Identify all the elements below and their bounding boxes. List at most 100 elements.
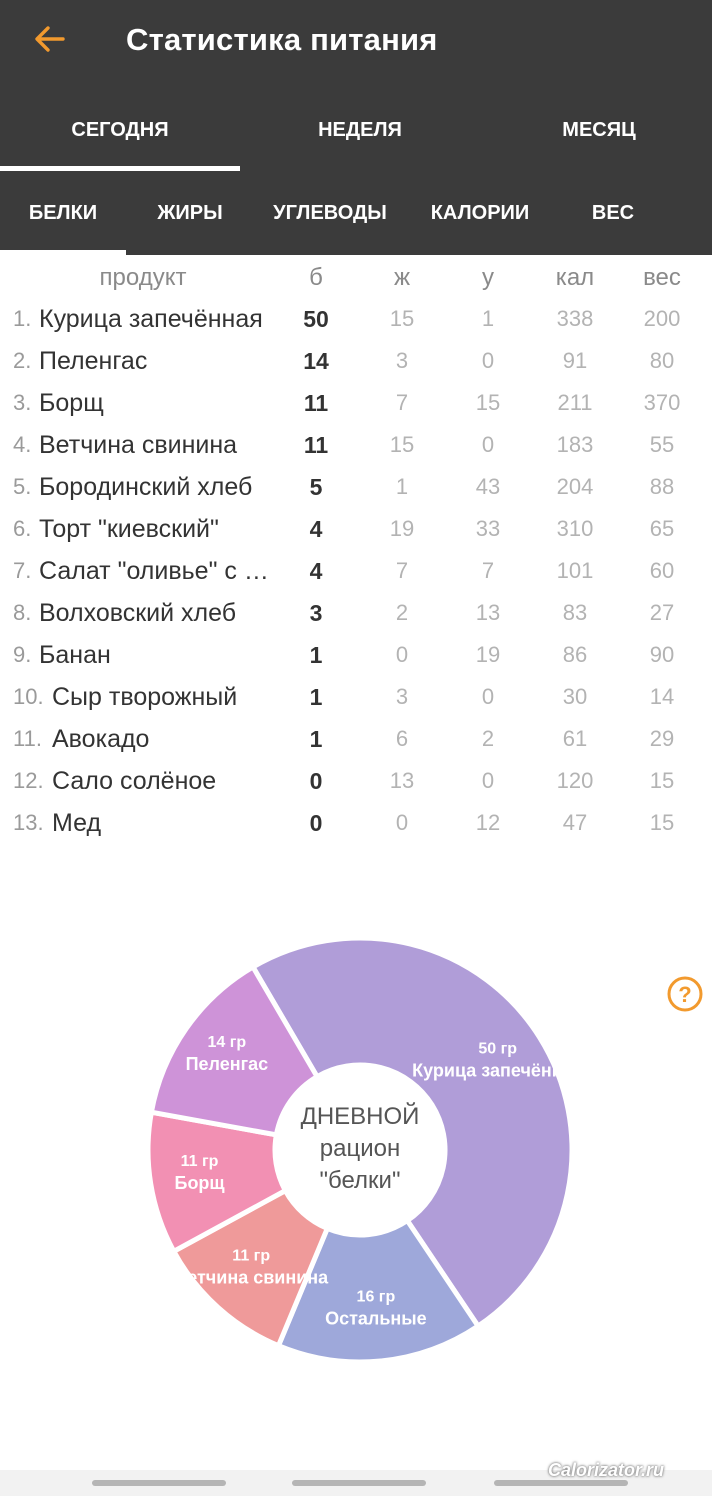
row-index: 9. (13, 642, 32, 667)
nutrient-tabs: БЕЛКИ ЖИРЫ УГЛЕВОДЫ КАЛОРИИ ВЕС (0, 172, 712, 255)
cell-weight: 80 (649, 348, 675, 373)
table-row[interactable]: 9. Банан 1 0 19 86 90 (0, 634, 712, 676)
row-index: 5. (13, 474, 32, 499)
cell-protein: 14 (303, 348, 329, 374)
cell-carbs: 0 (481, 684, 495, 709)
tab-calories[interactable]: КАЛОРИИ (430, 202, 530, 224)
cell-carbs: 33 (475, 516, 501, 541)
slice-name-label: Пеленгас (186, 1054, 269, 1074)
help-button[interactable]: ? (666, 975, 704, 1013)
system-nav-bar (0, 1470, 712, 1496)
cell-carbs: 12 (475, 810, 501, 835)
cell-carbs: 0 (481, 348, 495, 373)
product-name: Пеленгас (39, 347, 148, 375)
product-name: Салат "оливье" с колбасой (39, 557, 274, 585)
slice-value-label: 11 гр (232, 1248, 270, 1265)
column-header-product: продукт (99, 264, 187, 291)
cell-weight: 55 (649, 432, 675, 457)
cell-weight: 90 (649, 642, 675, 667)
app-header: Статистика питания СЕГОДНЯ НЕДЕЛЯ МЕСЯЦ … (0, 0, 712, 255)
cell-fat: 6 (395, 726, 409, 751)
period-tab-indicator (0, 166, 240, 171)
cell-carbs: 0 (481, 768, 495, 793)
pie-slice[interactable] (275, 1217, 482, 1365)
nav-handle-left[interactable] (92, 1480, 226, 1486)
table-row[interactable]: 13. Мед 0 0 12 47 15 (0, 802, 712, 844)
tab-today[interactable]: СЕГОДНЯ (71, 119, 169, 141)
cell-calories: 101 (556, 558, 594, 583)
product-name: Бородинский хлеб (39, 473, 253, 501)
slice-value-label: 50 гр (478, 1041, 517, 1058)
back-button[interactable] (24, 16, 74, 62)
cell-calories: 310 (556, 516, 594, 541)
cell-weight: 15 (649, 810, 675, 835)
cell-calories: 47 (562, 810, 588, 835)
column-header-weight: вес (643, 264, 681, 291)
row-index: 7. (13, 558, 32, 583)
cell-carbs: 7 (481, 558, 495, 583)
cell-protein: 3 (309, 600, 323, 626)
table-row[interactable]: 1. Курица запечённая 50 15 1 338 200 (0, 298, 712, 340)
product-name: Курица запечённая (39, 305, 263, 333)
protein-donut-chart: 50 гр Курица запечённая 16 гр Остальные 11 г… (145, 935, 580, 1365)
cell-fat: 13 (389, 768, 415, 793)
cell-calories: 30 (562, 684, 588, 709)
slice-name-label: Ветчина свинина (174, 1268, 329, 1288)
cell-fat: 0 (395, 810, 409, 835)
table-row[interactable]: 5. Бородинский хлеб 5 1 43 204 88 (0, 466, 712, 508)
cell-fat: 19 (389, 516, 415, 541)
cell-weight: 65 (649, 516, 675, 541)
cell-carbs: 43 (475, 474, 501, 499)
tab-proteins[interactable]: БЕЛКИ (28, 202, 98, 224)
column-header-calories: кал (555, 264, 595, 291)
cell-carbs: 2 (481, 726, 495, 751)
slice-value-label: 11 гр (181, 1153, 219, 1170)
cell-calories: 183 (556, 432, 594, 457)
product-name: Мед (52, 809, 102, 837)
cell-fat: 7 (395, 558, 409, 583)
cell-protein: 50 (303, 306, 329, 332)
tab-month[interactable]: МЕСЯЦ (562, 119, 636, 141)
row-index: 3. (13, 390, 32, 415)
row-index: 6. (13, 516, 32, 541)
nutrient-tab-indicator (0, 250, 126, 255)
table-row[interactable]: 10. Сыр творожный 1 3 0 30 14 (0, 676, 712, 718)
cell-weight: 60 (649, 558, 675, 583)
table-row[interactable]: 7. Салат "оливье" с колбасой 4 7 7 101 60 (0, 550, 712, 592)
center-text-line-1: ДНЕВНОЙ (301, 1102, 420, 1130)
nav-handle-right[interactable] (494, 1480, 628, 1486)
table-row[interactable]: 2. Пеленгас 14 3 0 91 80 (0, 340, 712, 382)
pie-slice[interactable] (249, 935, 575, 1330)
product-name: Сало солёное (52, 767, 217, 795)
cell-protein: 0 (309, 810, 323, 836)
table-row[interactable]: 6. Торт "киевский" 4 19 33 310 65 (0, 508, 712, 550)
table-row[interactable]: 11. Авокадо 1 6 2 61 29 (0, 718, 712, 760)
center-text-line-3: "белки" (320, 1167, 401, 1194)
row-index: 2. (13, 348, 32, 373)
column-header-carbs: у (482, 264, 494, 291)
table-row[interactable]: 12. Сало солёное 0 13 0 120 15 (0, 760, 712, 802)
table-row[interactable]: 8. Волховский хлеб 3 2 13 83 27 (0, 592, 712, 634)
product-name: Банан (39, 641, 111, 669)
question-circle-icon: ? (667, 976, 703, 1012)
cell-fat: 15 (389, 306, 415, 331)
tab-weight[interactable]: ВЕС (591, 202, 635, 224)
tab-fats[interactable]: ЖИРЫ (157, 202, 223, 224)
cell-fat: 0 (395, 642, 409, 667)
table-row[interactable]: 4. Ветчина свинина 11 15 0 183 55 (0, 424, 712, 466)
cell-weight: 88 (649, 474, 675, 499)
pie-slice[interactable] (148, 963, 321, 1138)
cell-fat: 1 (395, 474, 409, 499)
cell-protein: 11 (303, 390, 329, 416)
cell-protein: 11 (303, 432, 329, 458)
tab-carbs[interactable]: УГЛЕВОДЫ (273, 202, 387, 224)
nav-handle-center[interactable] (292, 1480, 426, 1486)
cell-protein: 1 (309, 642, 323, 668)
row-index: 1. (13, 306, 32, 331)
donut-center (283, 1073, 437, 1227)
table-row[interactable]: 3. Борщ 11 7 15 211 370 (0, 382, 712, 424)
center-text-line-2: рацион (320, 1135, 400, 1162)
slice-name-label: Остальные (325, 1309, 427, 1329)
product-name: Ветчина свинина (39, 431, 238, 459)
tab-week[interactable]: НЕДЕЛЯ (318, 119, 402, 141)
